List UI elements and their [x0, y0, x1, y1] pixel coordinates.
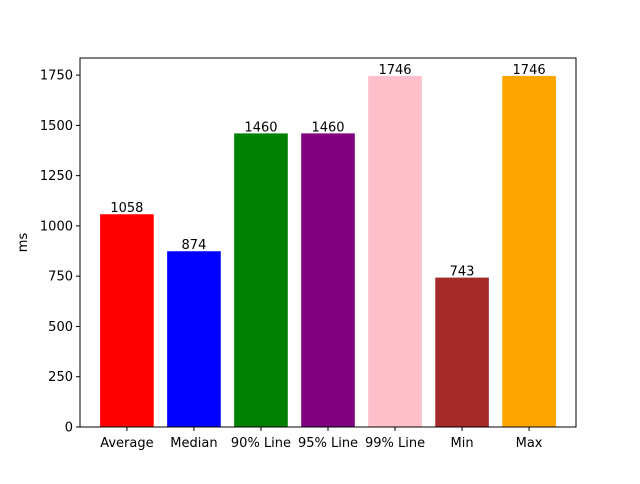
plot-frame: [79, 57, 577, 428]
x-tick-label: Average: [100, 436, 153, 451]
y-tick-label: 750: [48, 270, 73, 285]
bar-99-line: [368, 75, 422, 427]
x-axis-ticks: Average Median 90% Line 95% Line 99% Line Min…: [100, 427, 543, 451]
bar-median: [167, 251, 221, 427]
bar-value-label: 1746: [513, 63, 546, 78]
bars-layer: [100, 75, 556, 427]
y-tick-label: 1250: [40, 169, 73, 184]
bar-90-line: [234, 133, 288, 427]
y-tick-label: 0: [65, 421, 73, 436]
x-tick-label: 95% Line: [298, 436, 358, 451]
bar-value-label: 1460: [244, 120, 277, 135]
bar-average: [100, 214, 154, 427]
bar-95-line: [301, 133, 355, 427]
x-tick-label: 90% Line: [231, 436, 291, 451]
bar-max: [502, 75, 556, 427]
y-tick-label: 250: [48, 370, 73, 385]
y-tick-label: 1750: [40, 69, 73, 84]
y-tick-label: 1500: [40, 119, 73, 134]
x-tick-label: Max: [516, 436, 543, 451]
bar-value-label: 1460: [311, 120, 344, 135]
x-tick-label: 99% Line: [365, 436, 425, 451]
bar-value-label: 874: [182, 238, 207, 253]
bar-min: [435, 277, 489, 427]
bar-value-label: 1058: [110, 201, 143, 216]
y-tick-label: 500: [48, 320, 73, 335]
x-tick-label: Median: [170, 436, 217, 451]
y-axis-label: ms: [16, 233, 31, 253]
y-axis-ticks: 0 250 500 750 1000 1250 1500 1750: [40, 69, 80, 436]
bar-value-label: 1746: [378, 63, 411, 78]
value-labels-layer: 1058 874 1460 1460 1746 743 1746: [110, 63, 545, 280]
y-tick-label: 1000: [40, 219, 73, 234]
bar-value-label: 743: [450, 265, 475, 280]
x-tick-label: Min: [451, 436, 474, 451]
